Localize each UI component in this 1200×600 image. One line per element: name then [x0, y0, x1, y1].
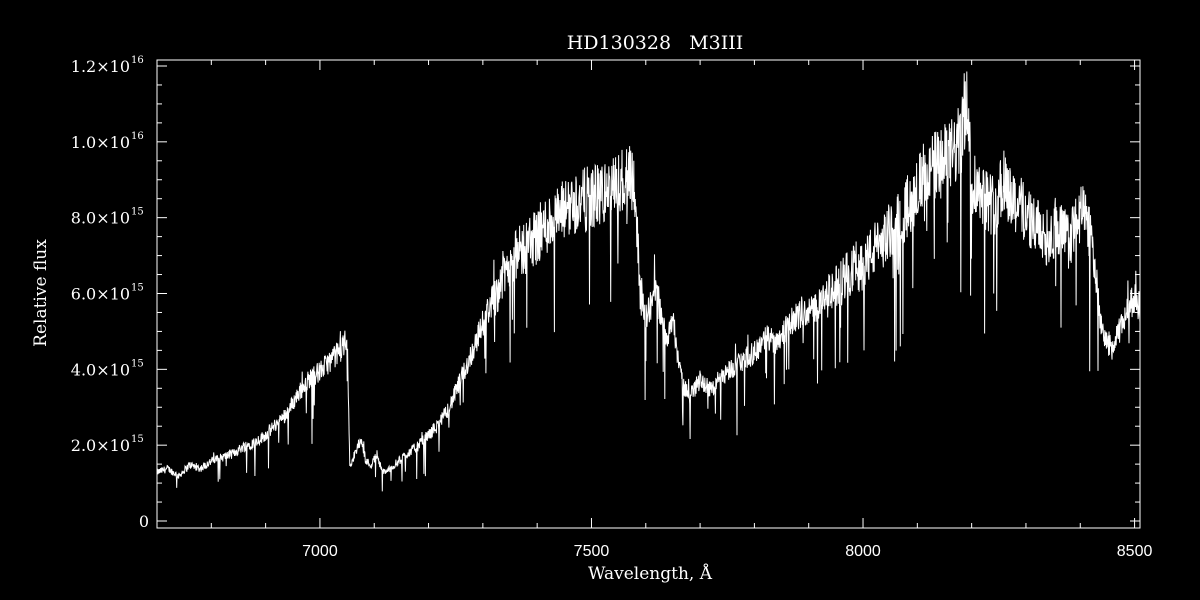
y-axis-label: Relative flux [31, 239, 51, 347]
y-tick-label: 8.0×10 [71, 209, 130, 228]
x-tick-labels: 7000 7500 8000 8500 [302, 543, 1152, 560]
spectrum-series [156, 71, 1141, 492]
y-tick-label: 1.0×10 [71, 133, 130, 152]
x-tick-label: 8000 [845, 543, 881, 560]
y-tick-exponent: 15 [131, 207, 144, 218]
y-tick-label: 6.0×10 [71, 285, 130, 304]
x-tick-label: 7500 [574, 543, 610, 560]
y-tick-label: 2.0×10 [71, 436, 130, 455]
y-tick-label: 4.0×10 [71, 360, 130, 379]
y-tick-exponent: 16 [131, 131, 144, 142]
y-tick-exponent: 15 [131, 434, 144, 445]
y-tick-label: 0 [139, 512, 149, 531]
x-tick-label: 8500 [1117, 543, 1153, 560]
y-tick-exponent: 16 [131, 55, 144, 66]
chart-title: HD130328 M3III [567, 32, 744, 54]
axis-ticks [156, 60, 1140, 528]
y-tick-exponent: 15 [131, 283, 144, 294]
x-tick-label: 7000 [302, 543, 338, 560]
spectrum-line [156, 71, 1141, 492]
y-tick-labels: 02.0×10 154.0×10 156.0×10 158.0×10 151.0×10 1… [71, 55, 149, 531]
x-axis-label: Wavelength, Å [588, 563, 713, 584]
y-tick-exponent: 15 [131, 358, 144, 369]
y-tick-label: 1.2×10 [71, 57, 130, 76]
